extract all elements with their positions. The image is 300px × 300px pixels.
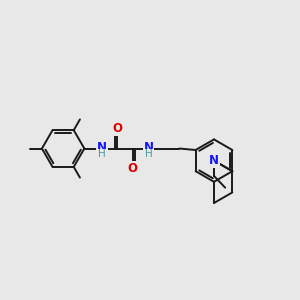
Text: O: O — [128, 162, 138, 175]
Text: O: O — [112, 122, 122, 135]
Text: H: H — [145, 149, 153, 159]
Text: N: N — [144, 141, 154, 154]
Text: N: N — [97, 141, 107, 154]
Text: N: N — [209, 154, 219, 167]
Text: H: H — [98, 149, 106, 159]
